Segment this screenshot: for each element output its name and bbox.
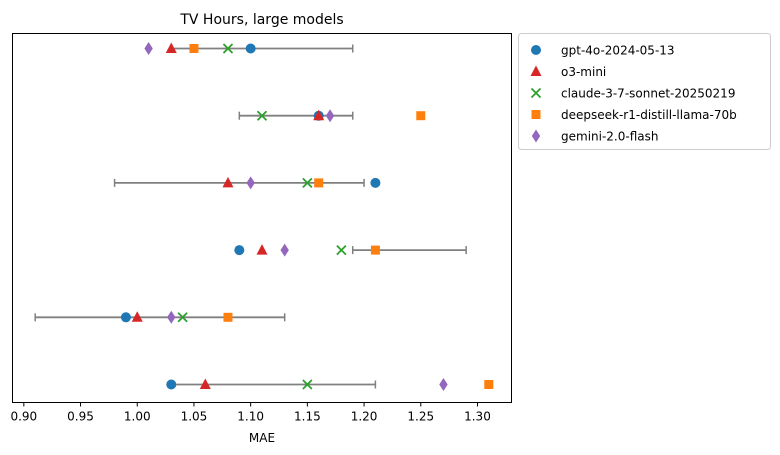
series-deepseek-r1-distill-llama-70b: [189, 44, 494, 389]
point-diamond-row-1: [144, 42, 153, 55]
interval-row-2: [238, 111, 354, 120]
point-diamond-row-3: [246, 176, 255, 190]
point-x-row-1: [222, 43, 234, 54]
point-x-row-3: [302, 177, 313, 189]
legend-marker-triangle: [530, 65, 542, 76]
series-claude-3-7-sonnet-20250219: [177, 43, 347, 390]
interval-row-1: [170, 44, 354, 53]
point-square-row-5: [223, 312, 233, 322]
plot-frame: [12, 33, 512, 403]
series-gpt-4o-2024-05-13: [120, 43, 381, 390]
legend-marker-diamond: [531, 129, 541, 143]
legend-label: claude-3-7-sonnet-20250219: [561, 87, 735, 101]
legend-label: gemini-2.0-flash: [561, 130, 658, 144]
chart-title: TV Hours, large models: [179, 12, 343, 28]
point-triangle-row-6: [199, 378, 211, 389]
intervals-layer: [34, 44, 467, 389]
point-circle-row-6: [166, 379, 177, 390]
point-square-row-2: [416, 111, 426, 121]
interval-row-5: [34, 313, 286, 322]
x-tick-label: 0.95: [67, 410, 94, 424]
x-ticks: 0.90 0.95 1.00 1.05 1.10 1.15 1.20 1.25 1.30: [10, 402, 491, 424]
points-layer: [120, 42, 494, 391]
point-triangle-row-4: [256, 244, 268, 255]
legend-marker-square: [531, 110, 541, 119]
point-circle-row-5: [120, 312, 131, 323]
legend-item: o3-mini: [530, 65, 606, 79]
x-axis-label: MAE: [249, 431, 275, 445]
x-tick-label: 1.25: [407, 410, 434, 424]
interval-row-3: [113, 178, 365, 187]
point-x-row-2: [256, 110, 268, 121]
point-diamond-row-2: [325, 109, 335, 123]
point-square-row-4: [370, 245, 380, 255]
point-circle-row-3: [370, 177, 381, 188]
x-tick-label: 1.20: [351, 410, 378, 424]
x-tick-label: 1.05: [181, 410, 208, 424]
x-tick-label: 1.10: [237, 410, 264, 424]
legend-items: gpt-4o-2024-05-13 o3-mini claude-3-7-sonne…: [530, 44, 737, 144]
series-o3-mini: [131, 42, 325, 389]
point-x-row-4: [336, 244, 347, 256]
legend-item: gpt-4o-2024-05-13: [531, 44, 675, 58]
legend-item: deepseek-r1-distill-llama-70b: [531, 108, 737, 122]
point-x-row-5: [177, 312, 188, 323]
legend-label: deepseek-r1-distill-llama-70b: [561, 108, 737, 122]
x-tick-label: 1.00: [124, 410, 151, 424]
legend-item: gemini-2.0-flash: [531, 129, 658, 144]
point-x-row-6: [302, 379, 313, 390]
point-diamond-row-4: [280, 243, 289, 257]
legend-marker-x: [530, 87, 542, 99]
point-diamond-row-6: [439, 378, 448, 391]
legend-marker-circle: [531, 45, 541, 55]
x-tick-label: 1.15: [294, 410, 321, 424]
legend-frame: [518, 33, 771, 150]
legend: gpt-4o-2024-05-13 o3-mini claude-3-7-sonne…: [518, 33, 771, 150]
x-tick-label: 0.90: [10, 410, 37, 424]
legend-item: claude-3-7-sonnet-20250219: [530, 87, 735, 101]
point-triangle-row-1: [165, 42, 177, 53]
point-triangle-row-3: [222, 176, 234, 188]
x-tick-label: 1.30: [464, 410, 491, 424]
interval-row-4: [351, 246, 467, 255]
point-square-row-3: [314, 178, 324, 188]
point-circle-row-1: [245, 43, 256, 54]
series-gemini-2.0-flash: [144, 42, 448, 391]
legend-label: o3-mini: [561, 65, 606, 79]
legend-label: gpt-4o-2024-05-13: [561, 44, 675, 58]
point-circle-row-4: [234, 245, 245, 256]
point-square-row-1: [189, 44, 199, 53]
point-square-row-6: [484, 380, 494, 389]
point-diamond-row-5: [167, 310, 176, 324]
point-triangle-row-2: [313, 109, 325, 121]
point-triangle-row-5: [131, 311, 143, 322]
